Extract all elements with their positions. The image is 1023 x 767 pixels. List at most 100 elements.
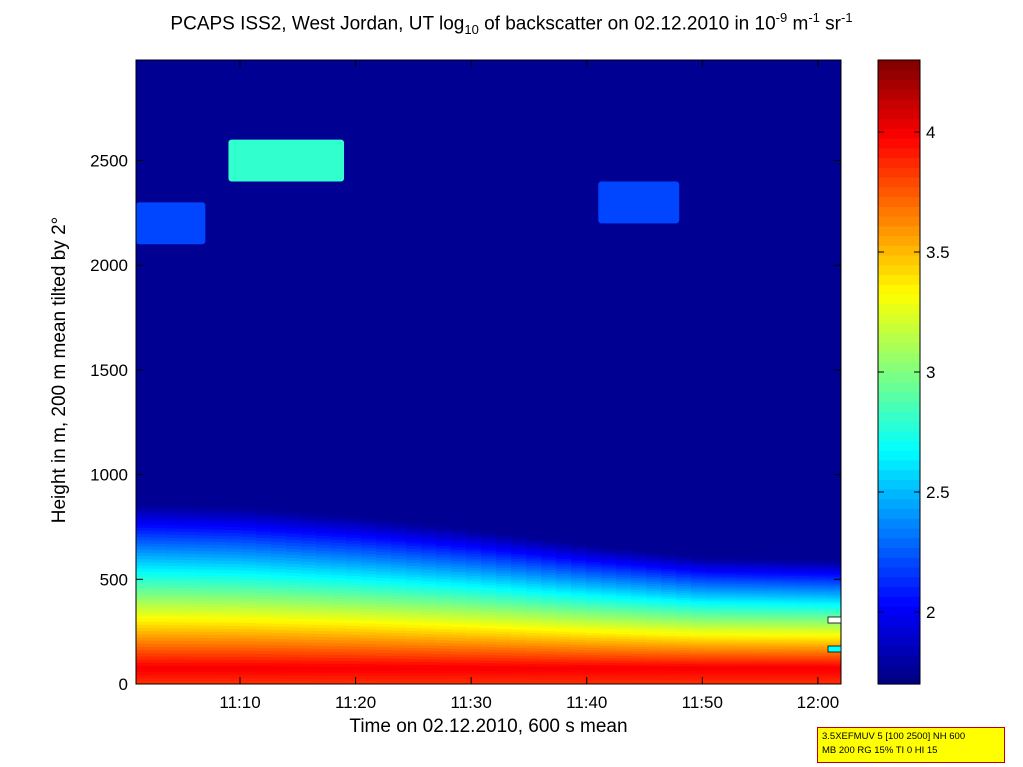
- heatmap-cell: [391, 664, 407, 668]
- heatmap-cell: [211, 622, 227, 626]
- heatmap-cell: [316, 654, 332, 658]
- heatmap-cell: [361, 652, 377, 656]
- heatmap-cell: [631, 648, 647, 652]
- heatmap-cell: [601, 558, 617, 562]
- heatmap-cell: [361, 637, 377, 641]
- colorbar-step: [878, 674, 920, 685]
- heatmap-cell: [766, 615, 782, 618]
- heatmap-cell: [466, 553, 482, 557]
- heatmap-cell: [826, 578, 841, 582]
- heatmap-cell: [316, 651, 332, 655]
- heatmap-cell: [541, 635, 557, 639]
- heatmap-cell: [556, 678, 572, 683]
- heatmap-cell: [736, 563, 752, 567]
- heatmap-cell: [766, 661, 782, 665]
- heatmap-cell: [241, 523, 257, 528]
- heatmap-cell: [781, 588, 797, 592]
- heatmap-cell: [301, 540, 317, 544]
- heatmap-cell: [421, 588, 437, 593]
- heatmap-cell: [766, 608, 782, 612]
- heatmap-cell: [526, 678, 542, 683]
- heatmap-cell: [601, 628, 617, 632]
- heatmap-cell: [391, 644, 407, 648]
- heatmap-cell: [316, 556, 332, 560]
- heatmap-cell: [526, 619, 542, 623]
- heatmap-cell: [316, 657, 332, 661]
- heatmap-cell: [376, 635, 392, 639]
- heatmap-cell: [616, 667, 632, 671]
- heatmap-cell: [166, 506, 182, 510]
- heatmap-cell: [286, 632, 302, 637]
- colorbar-step: [878, 537, 920, 549]
- heatmap-cell: [181, 606, 197, 610]
- heatmap-cell: [451, 549, 467, 553]
- title-part: -1: [808, 10, 820, 25]
- heatmap-cell: [496, 538, 512, 542]
- heatmap-cell: [301, 660, 317, 664]
- heatmap-cell: [766, 637, 782, 641]
- heatmap-cell: [421, 530, 437, 534]
- heatmap-cell: [736, 592, 752, 596]
- heatmap-cell: [481, 643, 497, 648]
- heatmap-cell: [166, 559, 182, 563]
- heatmap-cell: [661, 677, 677, 680]
- heatmap-cell: [556, 668, 572, 673]
- heatmap-cell: [706, 594, 722, 597]
- heatmap-cell: [271, 659, 287, 664]
- heatmap-cell: [616, 624, 632, 628]
- heatmap-cell: [646, 552, 662, 556]
- heatmap-cell: [691, 600, 707, 604]
- heatmap-cell: [691, 559, 707, 563]
- heatmap-cell: [226, 671, 242, 676]
- heatmap-cell: [166, 612, 182, 616]
- heatmap-cell: [136, 552, 152, 556]
- heatmap-cell: [646, 679, 662, 683]
- heatmap-cell: [286, 536, 302, 540]
- colorbar-step: [878, 479, 920, 490]
- heatmap-cell: [301, 576, 317, 580]
- heatmap-cell: [196, 652, 212, 657]
- heatmap-cell: [736, 681, 752, 684]
- heatmap-cell: [511, 631, 527, 635]
- heatmap-cell: [556, 633, 572, 637]
- heatmap-cell: [766, 603, 782, 607]
- heatmap-cell: [421, 577, 437, 582]
- heatmap-cell: [511, 639, 527, 643]
- heatmap-cell: [616, 645, 632, 649]
- heatmap-cell: [316, 514, 332, 518]
- colorbar-step: [878, 206, 920, 217]
- heatmap-cell: [391, 584, 407, 588]
- heatmap-cell: [781, 559, 797, 563]
- heatmap-cell: [721, 589, 737, 593]
- heatmap-cell: [391, 672, 407, 677]
- heatmap-cell: [571, 669, 587, 673]
- colorbar-step: [878, 586, 920, 597]
- heatmap-cell: [631, 582, 647, 586]
- heatmap-cell: [646, 585, 662, 589]
- heatmap-cell: [271, 580, 287, 585]
- heatmap-cell: [466, 578, 482, 582]
- heatmap-cell: [406, 582, 422, 586]
- heatmap-cell: [496, 628, 512, 632]
- heatmap-cell: [316, 517, 332, 521]
- heatmap-cell: [751, 568, 767, 571]
- heatmap-cell: [721, 672, 737, 676]
- title-part: PCAPS ISS2, West Jordan, UT log: [170, 13, 465, 35]
- heatmap-cell: [511, 563, 527, 567]
- heatmap-cell: [766, 659, 782, 663]
- x-tick-label: 11:50: [682, 693, 723, 712]
- heatmap-cell: [271, 617, 287, 621]
- heatmap-cell: [706, 672, 722, 676]
- heatmap-cell: [466, 591, 482, 595]
- heatmap-cell: [211, 612, 227, 617]
- heatmap-cell: [181, 634, 197, 638]
- heatmap-cell: [691, 609, 707, 613]
- heatmap-cell: [436, 586, 452, 591]
- colorbar-step: [878, 128, 920, 139]
- heatmap-cell: [676, 665, 692, 669]
- heatmap-cell: [346, 528, 362, 533]
- heatmap-cell: [301, 600, 317, 604]
- heatmap-cell: [811, 637, 827, 641]
- heatmap-cell: [241, 607, 257, 611]
- heatmap-cell: [496, 678, 512, 682]
